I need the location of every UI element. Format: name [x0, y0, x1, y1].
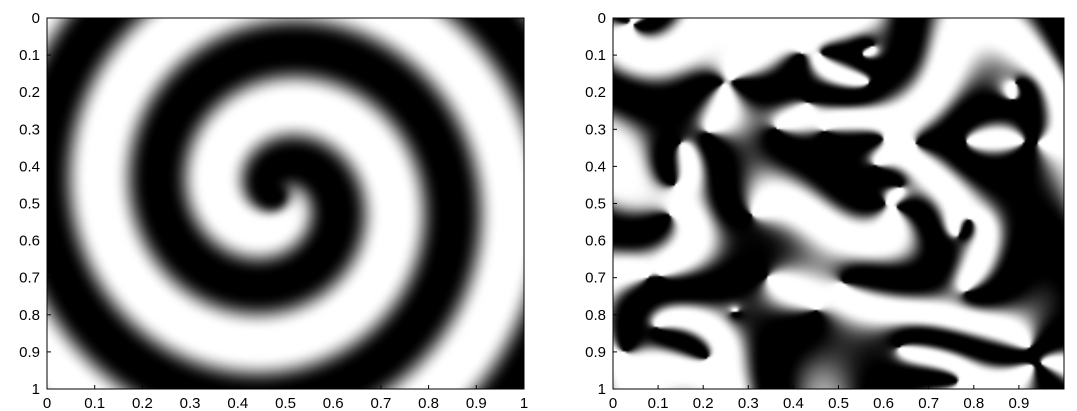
x-tick-label: 1 [520, 395, 528, 411]
x-tick-label: 0.3 [180, 395, 201, 411]
x-tick-label: 0.8 [418, 395, 439, 411]
x-tick-label: 0 [609, 395, 617, 411]
x-tick-label: 0.4 [783, 395, 804, 411]
x-tick-label: 0.8 [963, 395, 984, 411]
y-tick-label: 0.1 [19, 47, 40, 64]
right-heatmap-image [613, 18, 1064, 389]
right-turbulence-panel: 0 0.1 0.2 0.3 0.4 0.5 0.6 0.7 0.8 0.9 00.10.20.30… [585, 10, 1065, 411]
x-tick-label: 0.5 [275, 395, 296, 411]
left-spiral-panel: 0 0.1 0.2 0.3 0.4 0.5 0.6 0.7 0.8 0.9 1 0 0.1 0.2 0.3… [19, 10, 528, 411]
x-tick-label: 0 [43, 395, 51, 411]
x-tick-label: 0.7 [370, 395, 391, 411]
left-x-axis: 0 0.1 0.2 0.3 0.4 0.5 0.6 0.7 0.8 0.9 1 [43, 385, 528, 411]
y-tick-label: 1 [598, 381, 606, 398]
x-tick-label: 0.6 [323, 395, 344, 411]
y-tick-label: 0.9 [585, 344, 606, 361]
x-tick-label: 0.9 [466, 395, 487, 411]
y-tick-label: 0.2 [585, 84, 606, 101]
y-tick-label: 0.6 [585, 233, 606, 250]
y-tick-label: 0.7 [585, 270, 606, 287]
right-x-axis: 0 0.1 0.2 0.3 0.4 0.5 0.6 0.7 0.8 0.9 [609, 385, 1029, 411]
x-tick-label: 0.4 [227, 395, 248, 411]
x-tick-label: 0.2 [693, 395, 714, 411]
x-tick-label: 0.6 [873, 395, 894, 411]
x-tick-label: 0.3 [738, 395, 759, 411]
y-tick-label: 0.3 [19, 121, 40, 138]
y-tick-label: 0 [598, 10, 606, 27]
x-tick-label: 0.1 [84, 395, 105, 411]
y-tick-label: 0.5 [19, 196, 40, 213]
x-tick-label: 0.7 [918, 395, 939, 411]
y-tick-label: 0.4 [585, 158, 606, 175]
x-tick-label: 0.1 [648, 395, 669, 411]
x-tick-label: 0.9 [1008, 395, 1029, 411]
y-tick-label: 0.9 [19, 344, 40, 361]
y-tick-label: 0.6 [19, 233, 40, 250]
y-tick-label: 0.5 [585, 196, 606, 213]
y-tick-label: 0.1 [585, 47, 606, 64]
right-y-axis: 0 0.1 0.2 0.3 0.4 0.5 0.6 0.7 0.8 0.9 1 [585, 10, 617, 398]
y-tick-label: 0.7 [19, 270, 40, 287]
y-tick-label: 0.2 [19, 84, 40, 101]
y-tick-label: 0.3 [585, 121, 606, 138]
x-tick-label: 0.5 [828, 395, 849, 411]
y-tick-label: 1 [32, 381, 40, 398]
left-heatmap-image [47, 18, 524, 389]
y-tick-label: 0.4 [19, 158, 40, 175]
x-tick-label: 0.2 [132, 395, 153, 411]
y-tick-label: 0.8 [585, 307, 606, 324]
y-tick-label: 0.8 [19, 307, 40, 324]
y-tick-label: 0 [32, 10, 40, 27]
left-y-axis: 0 0.1 0.2 0.3 0.4 0.5 0.6 0.7 0.8 0.9 1 [19, 10, 51, 398]
